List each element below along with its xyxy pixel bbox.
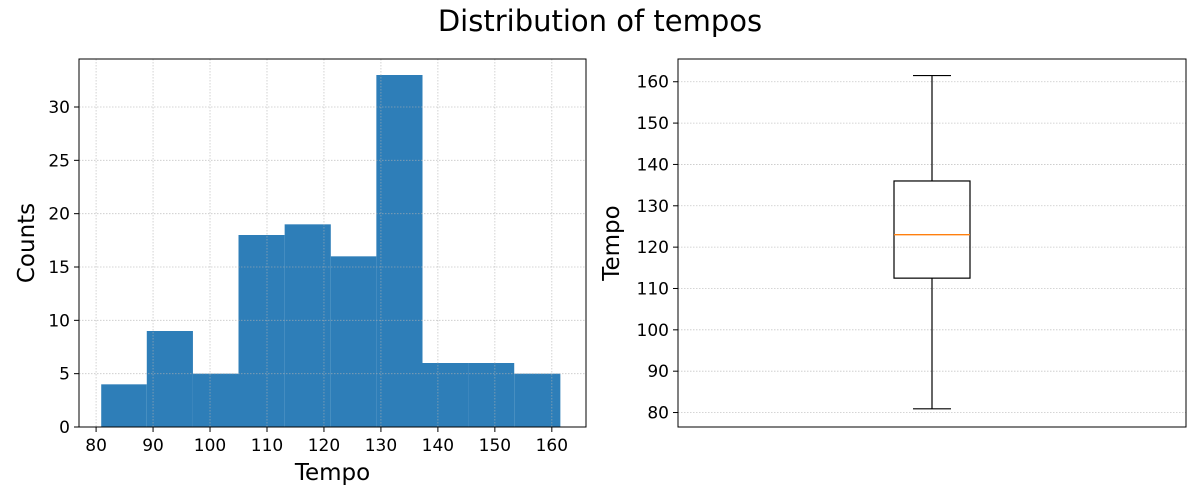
hist-y-tick-label: 0 — [59, 418, 70, 438]
hist-x-tick-label: 80 — [85, 436, 107, 456]
box-iqr — [893, 180, 971, 279]
box-y-tick-label: 140 — [637, 155, 669, 175]
histogram-bar-9 — [514, 373, 561, 427]
figure-title: Distribution of tempos — [437, 4, 763, 38]
box-y-tick-label: 100 — [637, 321, 669, 341]
box-y-tick-label: 120 — [637, 238, 669, 258]
histogram-bar-6 — [376, 75, 423, 427]
histogram-frame — [78, 58, 587, 428]
hist-x-tick-label: 160 — [536, 436, 568, 456]
hist-y-axis-label: Counts — [14, 203, 40, 283]
hist-x-tick-label: 100 — [194, 436, 226, 456]
box-y-axis-label: Tempo — [599, 205, 625, 281]
histogram-bar-2 — [192, 373, 239, 427]
hist-x-tick-label: 140 — [422, 436, 454, 456]
box-y-tick-label: 80 — [647, 404, 669, 424]
box-y-tick-label: 160 — [637, 73, 669, 93]
boxplot-frame — [677, 58, 1187, 428]
hist-y-tick-label: 15 — [48, 258, 70, 278]
box-y-tick-label: 150 — [637, 114, 669, 134]
histogram-bar-0 — [101, 384, 147, 427]
box-y-tick-label: 130 — [637, 197, 669, 217]
box-y-tick-label: 90 — [647, 362, 669, 382]
hist-x-tick-label: 90 — [142, 436, 164, 456]
hist-y-tick-label: 5 — [59, 365, 70, 385]
hist-x-tick-label: 120 — [308, 436, 340, 456]
hist-x-tick-label: 130 — [365, 436, 397, 456]
histogram-bar-5 — [330, 256, 377, 427]
box-y-tick-label: 110 — [637, 279, 669, 299]
hist-y-tick-label: 30 — [48, 98, 70, 118]
histogram-bar-1 — [146, 331, 193, 427]
hist-y-tick-label: 25 — [48, 151, 70, 171]
hist-x-tick-label: 110 — [251, 436, 283, 456]
histogram-bar-7 — [422, 363, 469, 427]
histogram-bar-3 — [238, 235, 285, 427]
hist-y-tick-label: 10 — [48, 311, 70, 331]
hist-x-axis-label: Tempo — [294, 460, 370, 486]
histogram-bar-4 — [284, 224, 331, 427]
hist-x-tick-label: 150 — [479, 436, 511, 456]
histogram-bar-8 — [468, 363, 515, 427]
hist-y-tick-label: 20 — [48, 205, 70, 225]
